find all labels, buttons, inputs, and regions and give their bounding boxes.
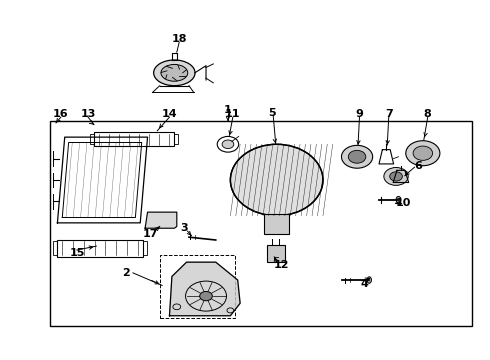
Text: 11: 11: [225, 109, 241, 119]
Ellipse shape: [396, 197, 401, 203]
Bar: [143, 241, 147, 255]
Circle shape: [222, 140, 234, 149]
Circle shape: [342, 145, 373, 168]
Text: 17: 17: [142, 229, 158, 239]
Bar: [174, 134, 178, 144]
Circle shape: [200, 292, 212, 301]
Bar: [57, 240, 143, 257]
Text: 14: 14: [162, 109, 177, 119]
Text: 8: 8: [424, 109, 432, 119]
Text: 7: 7: [385, 109, 392, 119]
Polygon shape: [170, 262, 240, 316]
Circle shape: [406, 141, 440, 166]
Text: 12: 12: [274, 260, 289, 270]
Circle shape: [413, 146, 433, 160]
Circle shape: [390, 172, 402, 181]
Text: 4: 4: [361, 279, 368, 289]
Bar: [90, 134, 94, 144]
Text: 16: 16: [53, 109, 69, 119]
Text: 9: 9: [356, 109, 364, 119]
Polygon shape: [145, 212, 177, 228]
Text: 3: 3: [180, 223, 188, 233]
Text: 1: 1: [224, 105, 232, 115]
Bar: [160, 255, 235, 318]
Text: 13: 13: [80, 109, 96, 119]
Bar: [265, 214, 289, 234]
Text: 2: 2: [122, 268, 129, 278]
Ellipse shape: [161, 64, 188, 81]
Ellipse shape: [154, 60, 195, 86]
Bar: [50, 121, 471, 327]
Text: 15: 15: [69, 248, 85, 258]
Bar: [52, 241, 57, 255]
Text: 6: 6: [414, 161, 422, 171]
Circle shape: [186, 281, 226, 311]
Ellipse shape: [367, 277, 371, 283]
Circle shape: [384, 167, 408, 185]
Ellipse shape: [230, 144, 323, 216]
Circle shape: [348, 150, 366, 163]
Bar: [94, 132, 174, 146]
Text: 10: 10: [395, 198, 411, 208]
Text: 5: 5: [268, 108, 275, 118]
Bar: [267, 245, 286, 262]
Text: 18: 18: [172, 34, 187, 44]
